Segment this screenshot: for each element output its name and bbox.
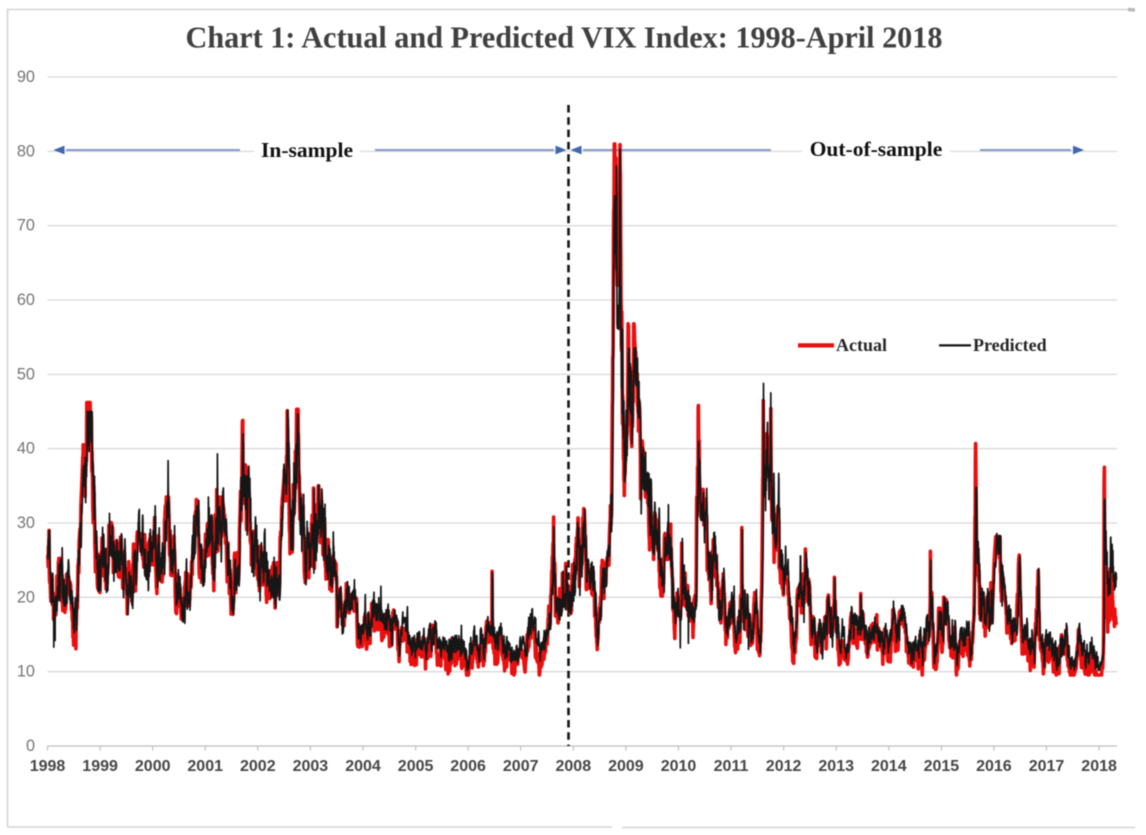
svg-text:2001: 2001 [187, 758, 223, 775]
svg-text:2015: 2015 [924, 758, 960, 775]
svg-text:0: 0 [26, 737, 35, 755]
svg-text:10: 10 [17, 663, 35, 681]
svg-text:2000: 2000 [135, 758, 171, 775]
svg-text:2013: 2013 [818, 758, 854, 775]
svg-text:30: 30 [17, 514, 35, 532]
svg-text:2018: 2018 [1081, 758, 1117, 775]
svg-text:80: 80 [17, 142, 35, 160]
svg-text:2017: 2017 [1029, 758, 1065, 775]
svg-text:2007: 2007 [503, 758, 539, 775]
svg-text:2010: 2010 [661, 758, 697, 775]
svg-text:90: 90 [17, 68, 35, 86]
svg-text:40: 40 [17, 440, 35, 458]
svg-text:2012: 2012 [766, 758, 802, 775]
svg-text:2011: 2011 [714, 758, 749, 775]
svg-text:2004: 2004 [345, 758, 381, 775]
svg-text:50: 50 [17, 365, 35, 383]
svg-text:70: 70 [17, 217, 35, 235]
svg-text:1998: 1998 [30, 758, 66, 775]
svg-text:2009: 2009 [608, 758, 644, 775]
svg-text:Out-of-sample: Out-of-sample [810, 137, 943, 161]
svg-text:2008: 2008 [556, 758, 592, 775]
svg-text:1999: 1999 [82, 758, 118, 775]
svg-text:60: 60 [17, 291, 35, 309]
svg-text:Actual: Actual [836, 335, 887, 355]
svg-text:In-sample: In-sample [261, 138, 353, 162]
svg-text:20: 20 [17, 588, 35, 606]
svg-text:2002: 2002 [240, 758, 276, 775]
svg-text:2003: 2003 [293, 758, 329, 775]
svg-text:2016: 2016 [976, 758, 1012, 775]
svg-text:2006: 2006 [450, 758, 486, 775]
svg-text:Chart 1: Actual and Predicted: Chart 1: Actual and Predicted VIX Index:… [186, 21, 943, 55]
svg-text:2005: 2005 [398, 758, 434, 775]
svg-text:2014: 2014 [871, 758, 907, 775]
svg-text:Predicted: Predicted [973, 335, 1047, 355]
